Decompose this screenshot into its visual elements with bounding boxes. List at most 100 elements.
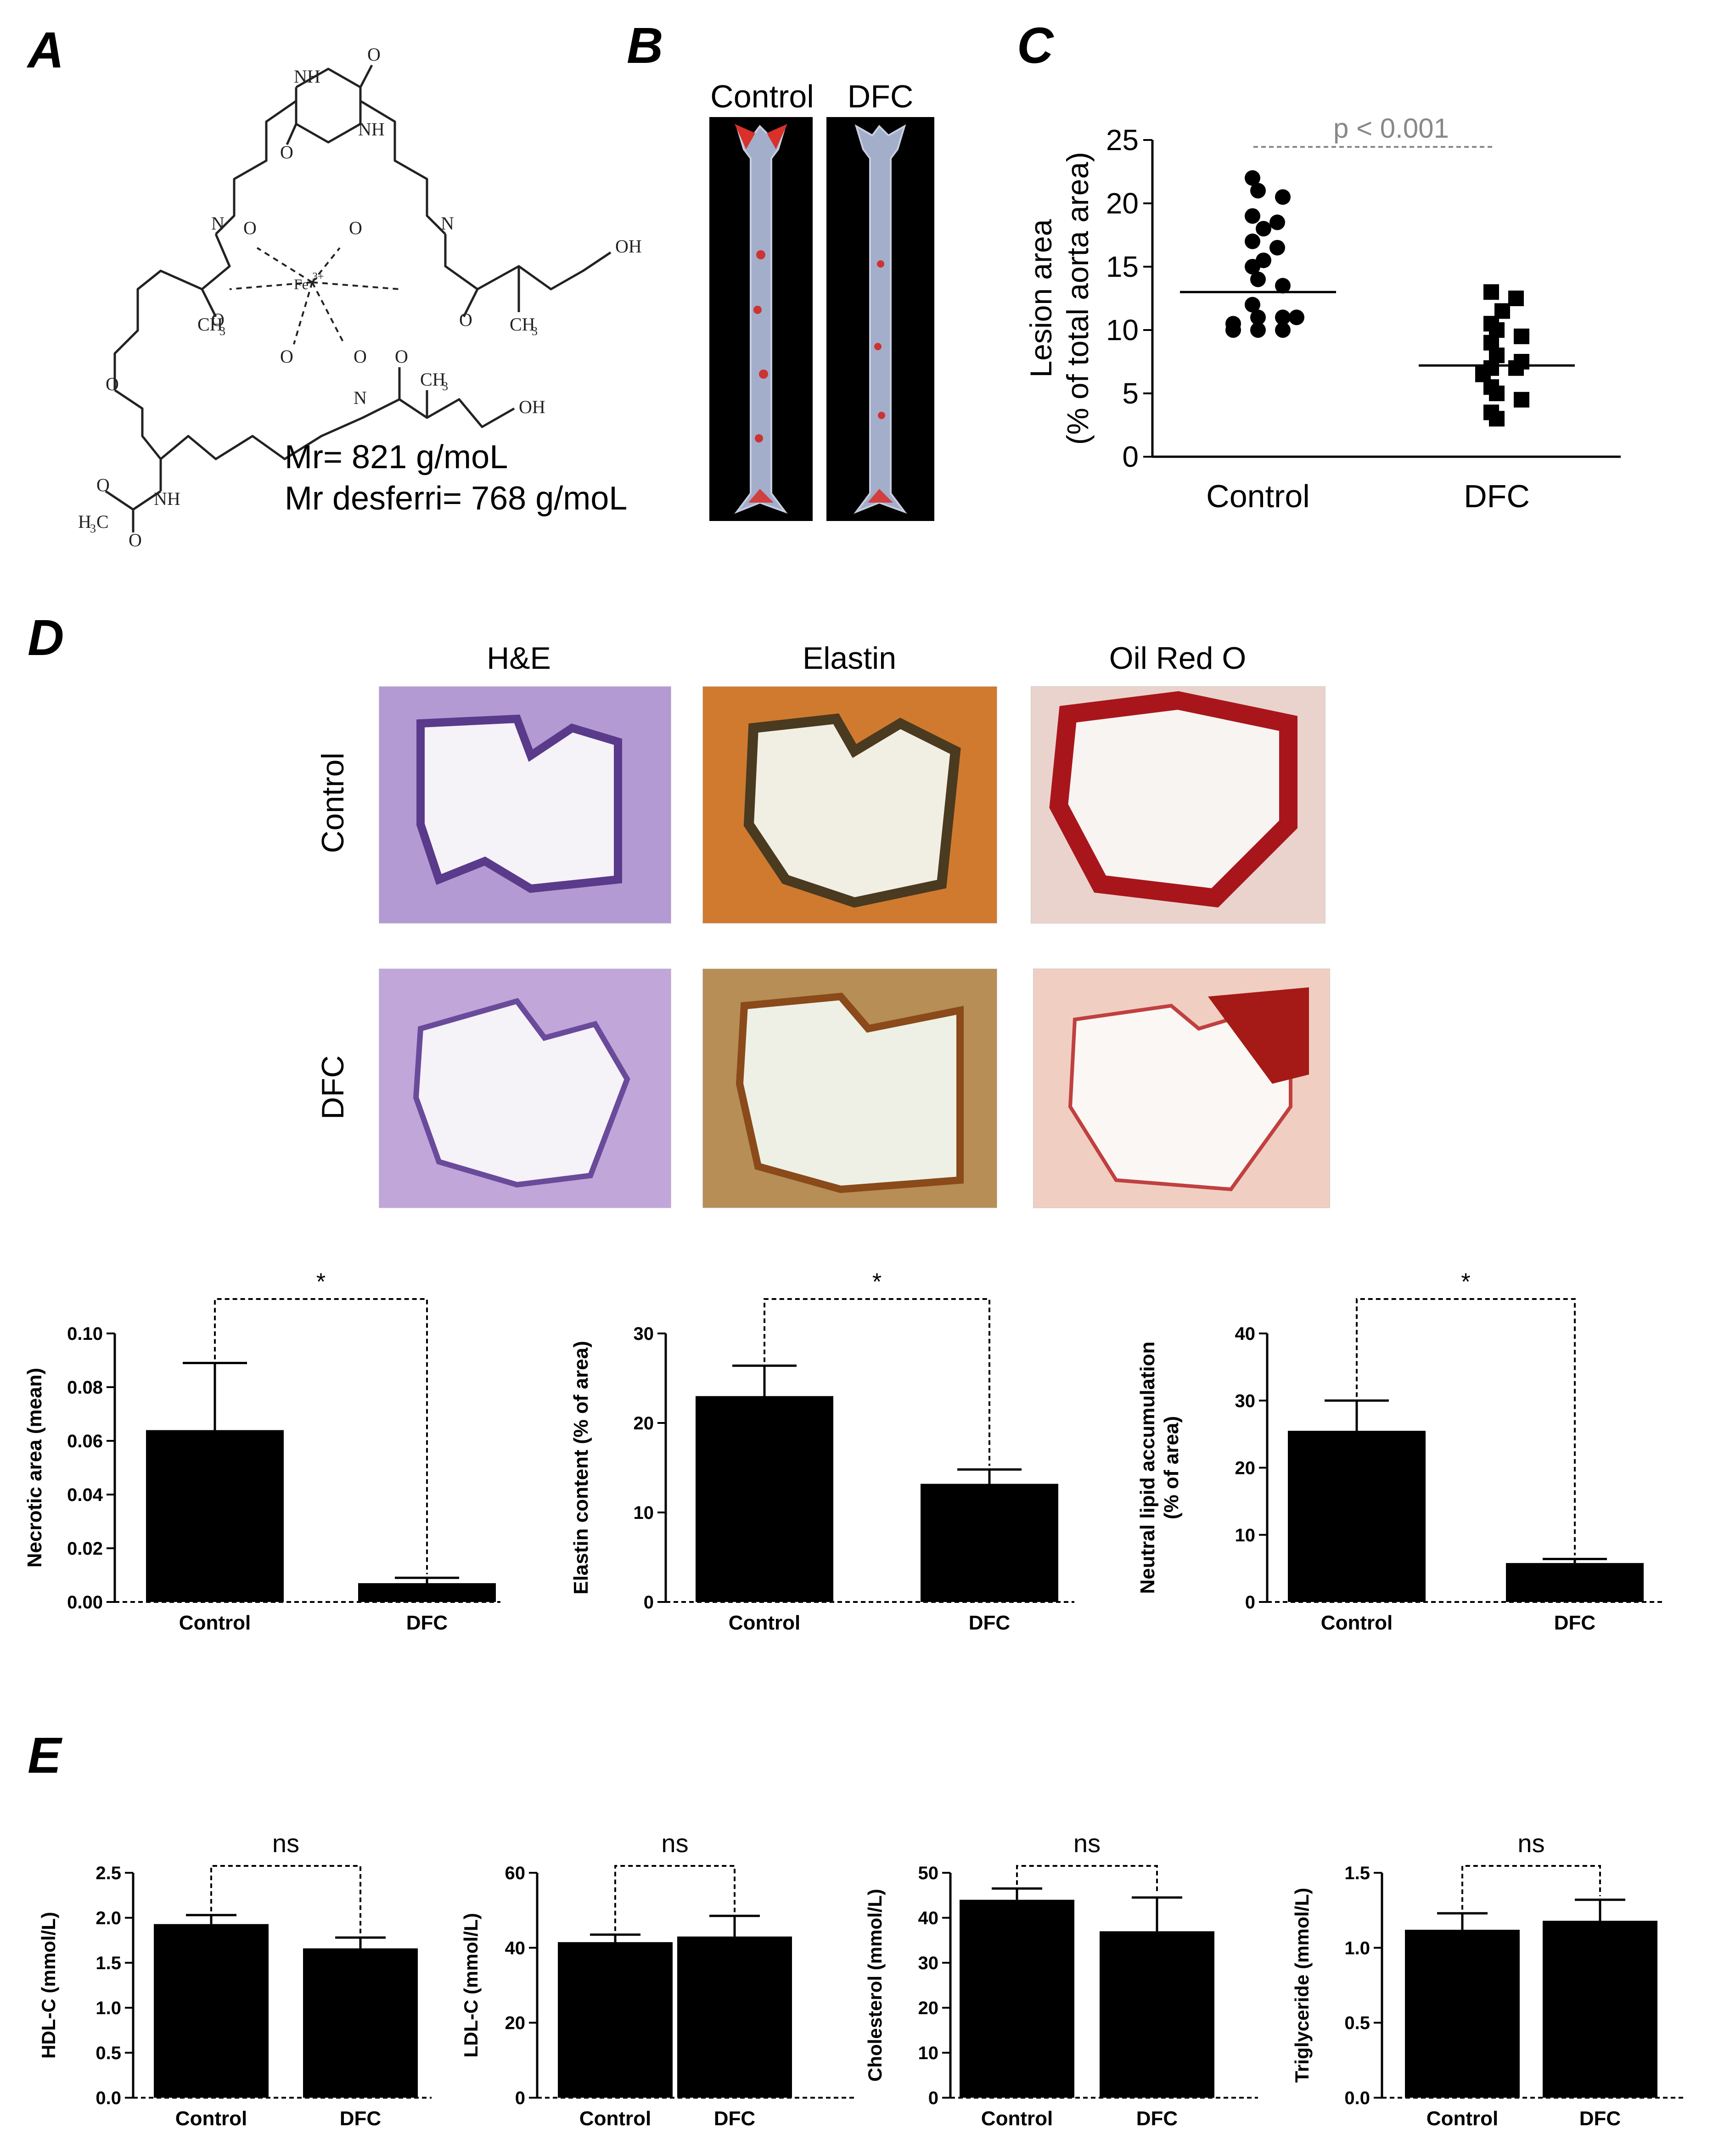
svg-text:O: O	[211, 309, 225, 330]
data-point	[1269, 240, 1285, 256]
svg-text:N: N	[441, 213, 454, 234]
data-point	[1245, 259, 1260, 274]
data-point	[1245, 297, 1260, 313]
svg-text:O: O	[129, 530, 142, 550]
y-tick-label: 15	[1106, 250, 1139, 283]
histo-column-he: H&E	[487, 641, 551, 676]
y-tick-label: 25	[1106, 123, 1139, 157]
y-tick-label: 40	[1235, 1324, 1256, 1344]
svg-text:Fe: Fe	[294, 276, 309, 292]
significance-bracket	[764, 1298, 990, 1466]
y-axis-label: (% of total aorta area)	[1061, 152, 1095, 445]
svg-text:O: O	[349, 218, 362, 238]
y-tick-label: 0.04	[67, 1485, 103, 1505]
data-point	[1508, 291, 1524, 306]
molecular-weight: Mr= 821 g/moL	[285, 439, 508, 476]
elastin-content-bar-chart: 0 10 20 30 Elastin content (% of area) Contro…	[570, 1269, 1074, 1634]
svg-text:O: O	[354, 346, 367, 367]
data-point	[1489, 386, 1505, 401]
y-tick-label: 50	[918, 1863, 939, 1883]
x-category-label: DFC	[969, 1612, 1010, 1634]
y-tick-label: 0	[928, 2088, 938, 2108]
y-axis-label: (% of area)	[1160, 1416, 1183, 1519]
bar	[1405, 1930, 1520, 2098]
data-point	[1489, 411, 1505, 427]
y-axis-title: Lesion area (% of total aorta area)	[1024, 152, 1095, 445]
bar	[1506, 1563, 1644, 1602]
y-tick-label: 0.5	[1344, 2013, 1370, 2033]
y-axis-label: Neutral lipid accumulation	[1136, 1341, 1159, 1594]
y-axis-title: HDL-C (mmol/L)	[38, 1912, 59, 2059]
panel-letter-e: E	[28, 1727, 62, 1784]
data-point	[1245, 233, 1260, 249]
y-tick-label: 1.5	[1344, 1863, 1370, 1883]
y-tick-label: 0.10	[67, 1324, 103, 1344]
cholesterol-bar-chart: 0 10 20 30 40 50 Cholesterol (mmol/L) Control DF…	[864, 1829, 1258, 2130]
y-axis-title: Cholesterol (mmol/L)	[864, 1889, 886, 2082]
y-tick-label: 0	[1245, 1592, 1255, 1613]
y-axis-label: Triglyceride (mmol/L)	[1291, 1888, 1313, 2083]
histo-row-control: Control	[315, 752, 350, 853]
y-tick-label: 10	[1235, 1525, 1256, 1546]
significance-label: ns	[1517, 1829, 1545, 1858]
data-point	[1514, 328, 1529, 344]
y-tick-label: 1.5	[95, 1953, 121, 1973]
y-tick-label: 30	[918, 1953, 939, 1973]
svg-text:CH: CH	[420, 369, 446, 390]
x-category-label: Control	[981, 2107, 1053, 2130]
significance-bracket	[1016, 1865, 1158, 1894]
svg-text:N: N	[211, 213, 225, 234]
y-tick-label: 20	[505, 2013, 526, 2033]
y-tick-label: 40	[505, 1938, 526, 1958]
y-axis-label: Lesion area	[1024, 219, 1058, 377]
data-point	[1275, 322, 1291, 338]
data-point	[1483, 284, 1499, 300]
data-point	[1250, 322, 1266, 338]
svg-text:O: O	[280, 346, 293, 367]
panel-letter-c: C	[1017, 17, 1054, 74]
x-category-label: Control	[729, 1612, 800, 1634]
histo-image-control-elastin	[702, 686, 997, 924]
data-point	[1245, 170, 1260, 186]
histo-column-oilredo: Oil Red O	[1109, 641, 1247, 676]
aorta-label-control: Control	[710, 78, 814, 114]
y-axis-title: Elastin content (% of area)	[570, 1341, 592, 1595]
significance-bracket	[214, 1298, 428, 1574]
y-tick-label: 1.0	[95, 1998, 121, 2018]
histo-image-dfc-he	[379, 969, 671, 1208]
x-category-label: Control	[175, 2107, 247, 2130]
x-category-label: DFC	[406, 1612, 448, 1634]
y-tick-label: 10	[918, 2043, 939, 2063]
svg-text:OH: OH	[615, 236, 642, 257]
y-tick-label: 2.0	[95, 1908, 121, 1928]
chemical-structure: NH O O NH N O O N O O Fe 3+ OH CH3 CH3 O…	[78, 44, 642, 550]
data-point	[1289, 309, 1304, 325]
svg-text:N: N	[354, 387, 367, 408]
svg-text:O: O	[280, 142, 293, 162]
svg-text:OH: OH	[519, 397, 545, 417]
panel-letter-d: D	[28, 610, 64, 666]
bar	[1288, 1431, 1426, 1602]
y-axis-label: Elastin content (% of area)	[570, 1341, 592, 1595]
bar	[960, 1899, 1074, 2098]
y-tick-label: 20	[918, 1998, 939, 2018]
aorta-image-control	[709, 117, 813, 521]
y-tick-label: 0.5	[95, 2043, 121, 2063]
bar	[921, 1484, 1058, 1602]
significance-bracket	[1461, 1865, 1601, 1910]
data-point	[1250, 183, 1266, 199]
data-point	[1256, 221, 1271, 237]
bar	[677, 1936, 792, 2098]
y-tick-label: 20	[634, 1413, 654, 1434]
p-value-label: p < 0.001	[1333, 113, 1449, 144]
ldl-c-bar-chart: 0 20 40 60 LDL-C (mmol/L) Control DFC ns	[460, 1829, 854, 2130]
lesion-area-scatter: 0 5 10 15 20 25 Lesion area (% of total aorta a…	[1024, 113, 1621, 514]
svg-text:NH: NH	[358, 119, 385, 140]
y-axis-label: HDL-C (mmol/L)	[38, 1912, 59, 2059]
svg-text:O: O	[367, 44, 381, 65]
svg-text:NH: NH	[154, 488, 180, 509]
bar	[558, 1942, 673, 2098]
y-tick-label: 0.00	[67, 1592, 103, 1613]
y-tick-label: 0.02	[67, 1539, 103, 1559]
bar	[1100, 1931, 1214, 2098]
